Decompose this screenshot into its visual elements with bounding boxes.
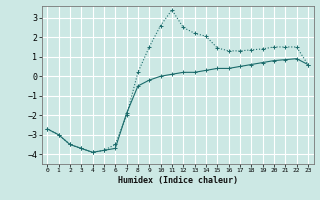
X-axis label: Humidex (Indice chaleur): Humidex (Indice chaleur) (118, 176, 237, 185)
